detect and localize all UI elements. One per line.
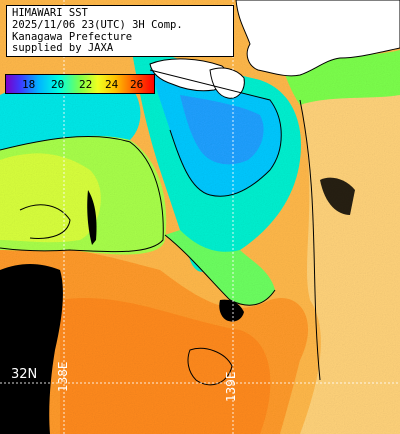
no-data-west xyxy=(0,264,63,434)
land-mass xyxy=(235,0,400,77)
title-box: HIMAWARI SST 2025/11/06 23(UTC) 3H Comp.… xyxy=(6,5,234,57)
sst-colorbar: 18 20 22 24 26 xyxy=(5,74,155,94)
longitude-label: 138E xyxy=(56,361,70,393)
cloud-patch xyxy=(320,177,355,215)
peninsula-land xyxy=(149,58,228,92)
colorbar-tick-18: 18 xyxy=(22,78,36,91)
title-line-3: Kanagawa Prefecture xyxy=(12,30,133,43)
colorbar-tick-24: 24 xyxy=(105,78,119,91)
colorbar-tick-26: 26 xyxy=(130,78,144,91)
sst-contours xyxy=(0,69,321,386)
no-data-bay xyxy=(219,299,244,322)
title-line-4: supplied by JAXA xyxy=(12,42,114,55)
latitude-label: 32N xyxy=(11,367,38,382)
miura-land xyxy=(209,67,245,99)
colorbar-tick-22: 22 xyxy=(79,78,93,91)
longitude-label-2: 139E xyxy=(224,371,238,403)
colorbar-tick-20: 20 xyxy=(51,78,65,91)
no-data-strip xyxy=(87,190,97,245)
title-line-2: 2025/11/06 23(UTC) 3H Comp. xyxy=(12,18,183,31)
title-line-1: HIMAWARI SST xyxy=(12,7,88,19)
colorbar-gradient xyxy=(6,75,154,93)
